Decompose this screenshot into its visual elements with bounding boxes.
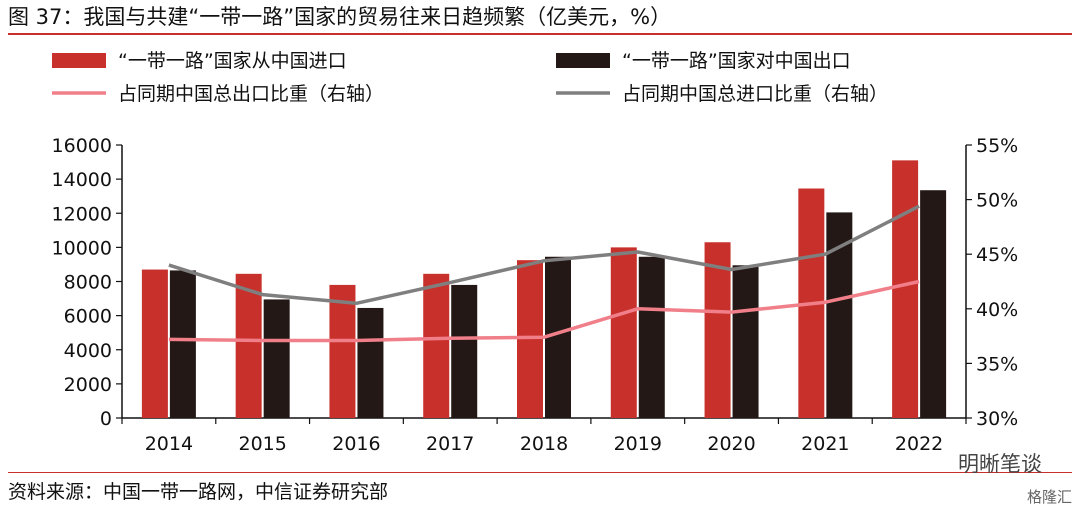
watermark: 明晰笔谈 bbox=[958, 452, 1042, 476]
right-tick-label: 30% bbox=[976, 408, 1018, 430]
legend-imports-label: “一带一路”国家从中国进口 bbox=[118, 50, 347, 72]
legend-export-share: 占同期中国总出口比重（右轴） bbox=[52, 83, 384, 105]
bar-imports bbox=[141, 269, 168, 418]
bar-imports bbox=[235, 273, 262, 418]
left-tick-label: 10000 bbox=[52, 237, 112, 259]
bar-exports bbox=[920, 190, 947, 418]
legend-imports: “一带一路”国家从中国进口 bbox=[52, 50, 347, 72]
bar-exports bbox=[732, 265, 759, 418]
left-tick-label: 4000 bbox=[64, 340, 112, 362]
x-tick-label: 2021 bbox=[801, 433, 849, 455]
left-tick-label: 6000 bbox=[64, 306, 112, 328]
bar-imports bbox=[704, 242, 731, 418]
left-tick-label: 14000 bbox=[52, 169, 112, 191]
legend-import-share: 占同期中国总进口比重（右轴） bbox=[556, 83, 888, 105]
watermark-secondary: 格隆汇 bbox=[1026, 488, 1072, 506]
lines bbox=[168, 204, 920, 343]
bar-exports bbox=[638, 256, 665, 418]
legend-exports: “一带一路”国家对中国出口 bbox=[556, 50, 851, 72]
legend-export-share-label: 占同期中国总出口比重（右轴） bbox=[118, 83, 384, 105]
right-tick-label: 40% bbox=[976, 299, 1018, 321]
right-tick-label: 55% bbox=[976, 135, 1018, 157]
bar-imports bbox=[329, 284, 356, 418]
left-tick-label: 2000 bbox=[64, 374, 112, 396]
x-tick-label: 2016 bbox=[332, 433, 380, 455]
bars bbox=[141, 160, 947, 418]
right-tick-label: 50% bbox=[976, 190, 1018, 212]
x-tick-label: 2020 bbox=[707, 433, 755, 455]
x-tick-label: 2015 bbox=[238, 433, 286, 455]
left-tick-label: 0 bbox=[100, 408, 112, 430]
source-divider bbox=[8, 472, 1072, 473]
bar-imports bbox=[892, 160, 919, 418]
bar-imports bbox=[423, 273, 450, 418]
left-tick-label: 16000 bbox=[52, 135, 112, 157]
title-divider bbox=[8, 33, 1072, 35]
bar-imports bbox=[610, 247, 637, 418]
legend-exports-label: “一带一路”国家对中国出口 bbox=[622, 50, 851, 72]
x-tick-label: 2022 bbox=[895, 433, 943, 455]
legend-exports-swatch bbox=[556, 53, 610, 68]
figure-title: 图 37：我国与共建“一带一路”国家的贸易往来日趋频繁（亿美元，%） bbox=[8, 5, 672, 29]
left-tick-label: 12000 bbox=[52, 203, 112, 225]
right-tick-label: 35% bbox=[976, 353, 1018, 375]
bar-exports bbox=[357, 307, 384, 418]
axes: 0 2000 4000 6000 8000 10000 12000 14000 16000 30%… bbox=[52, 135, 1019, 455]
right-tick-label: 45% bbox=[976, 244, 1018, 266]
source-note: 资料来源：中国一带一路网，中信证券研究部 bbox=[8, 481, 389, 503]
legend-imports-swatch bbox=[52, 53, 106, 68]
line-import-share bbox=[168, 204, 920, 306]
bar-exports bbox=[451, 284, 478, 418]
left-tick-label: 8000 bbox=[64, 272, 112, 294]
x-tick-label: 2018 bbox=[520, 433, 568, 455]
legend: “一带一路”国家从中国进口 “一带一路”国家对中国出口占同期中国总出口比重（右轴）… bbox=[52, 50, 888, 105]
x-tick-label: 2017 bbox=[426, 433, 474, 455]
x-tick-label: 2014 bbox=[145, 433, 193, 455]
line-export-share bbox=[168, 279, 920, 343]
bar-exports bbox=[169, 270, 196, 418]
bar-exports bbox=[263, 299, 290, 418]
x-tick-label: 2019 bbox=[614, 433, 662, 455]
legend-import-share-label: 占同期中国总进口比重（右轴） bbox=[622, 83, 888, 105]
